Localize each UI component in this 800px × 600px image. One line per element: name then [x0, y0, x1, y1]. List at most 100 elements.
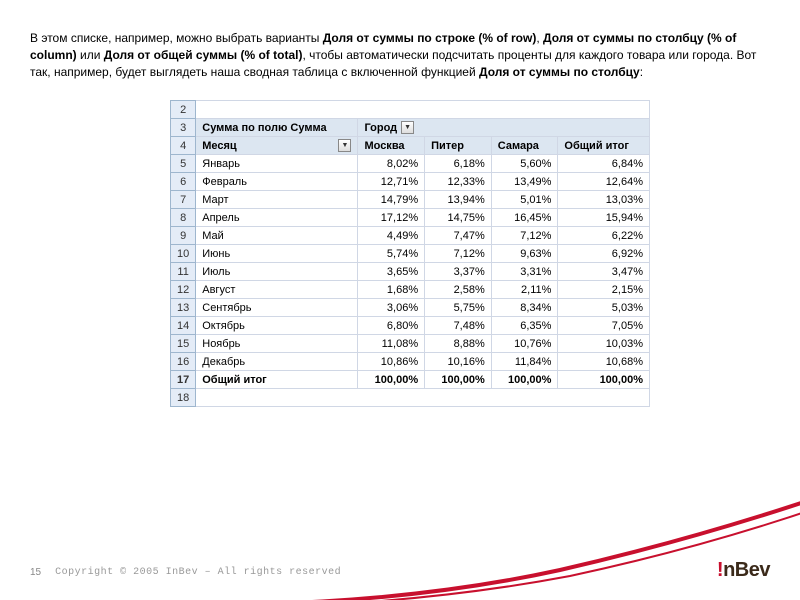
table-row: 18: [171, 389, 650, 407]
table-row: 15Ноябрь11,08%8,88%10,76%10,03%: [171, 335, 650, 353]
row-number: 17: [171, 371, 196, 389]
value-cell: 6,35%: [491, 317, 558, 335]
table-row: 3 Сумма по полю Сумма Город▼: [171, 119, 650, 137]
row-number: 12: [171, 281, 196, 299]
value-cell: 5,74%: [358, 245, 425, 263]
total-value: 100,00%: [491, 371, 558, 389]
value-cell: 7,12%: [425, 245, 492, 263]
table-row: 9Май4,49%7,47%7,12%6,22%: [171, 227, 650, 245]
empty-cell: [196, 101, 650, 119]
value-cell: 5,01%: [491, 191, 558, 209]
value-cell: 7,47%: [425, 227, 492, 245]
dropdown-icon[interactable]: ▼: [338, 139, 351, 152]
value-cell: 3,65%: [358, 263, 425, 281]
row-number: 8: [171, 209, 196, 227]
value-cell: 6,22%: [558, 227, 650, 245]
logo-n: n: [723, 559, 735, 581]
value-cell: 6,84%: [558, 155, 650, 173]
month-cell: Май: [196, 227, 358, 245]
intro-text: или: [77, 48, 104, 62]
value-cell: 3,06%: [358, 299, 425, 317]
page-number: 15: [30, 567, 41, 578]
value-cell: 13,94%: [425, 191, 492, 209]
value-cell: 7,12%: [491, 227, 558, 245]
dropdown-icon[interactable]: ▼: [401, 121, 414, 134]
month-cell: Июнь: [196, 245, 358, 263]
month-cell: Ноябрь: [196, 335, 358, 353]
value-cell: 10,16%: [425, 353, 492, 371]
month-cell: Июль: [196, 263, 358, 281]
row-number: 5: [171, 155, 196, 173]
value-cell: 10,68%: [558, 353, 650, 371]
row-number: 18: [171, 389, 196, 407]
total-value: 100,00%: [358, 371, 425, 389]
value-cell: 12,64%: [558, 173, 650, 191]
table-row: 10Июнь5,74%7,12%9,63%6,92%: [171, 245, 650, 263]
total-value: 100,00%: [558, 371, 650, 389]
value-cell: 10,03%: [558, 335, 650, 353]
value-cell: 5,60%: [491, 155, 558, 173]
intro-bold-1: Доля от суммы по строке (% of row): [323, 31, 537, 45]
value-cell: 9,63%: [491, 245, 558, 263]
value-cell: 5,75%: [425, 299, 492, 317]
col-header: Общий итог: [558, 137, 650, 155]
table-row: 4 Месяц▼ Москва Питер Самара Общий итог: [171, 137, 650, 155]
total-label: Общий итог: [196, 371, 358, 389]
value-cell: 3,47%: [558, 263, 650, 281]
value-cell: 12,71%: [358, 173, 425, 191]
copyright-text: Copyright © 2005 InBev – All rights rese…: [55, 567, 341, 578]
col-header: Москва: [358, 137, 425, 155]
table-row: 8Апрель17,12%14,75%16,45%15,94%: [171, 209, 650, 227]
row-number: 9: [171, 227, 196, 245]
value-cell: 8,02%: [358, 155, 425, 173]
value-cell: 6,80%: [358, 317, 425, 335]
month-cell: Август: [196, 281, 358, 299]
row-number: 4: [171, 137, 196, 155]
month-cell: Апрель: [196, 209, 358, 227]
value-cell: 12,33%: [425, 173, 492, 191]
footer: 15 Copyright © 2005 InBev – All rights r…: [30, 567, 341, 578]
empty-cell: [196, 389, 650, 407]
pivot-column-field[interactable]: Город ▼: [358, 119, 650, 137]
value-cell: 8,34%: [491, 299, 558, 317]
row-number: 15: [171, 335, 196, 353]
col-header: Самара: [491, 137, 558, 155]
value-cell: 13,49%: [491, 173, 558, 191]
column-field-label: Город: [364, 122, 397, 134]
month-cell: Октябрь: [196, 317, 358, 335]
month-cell: Сентябрь: [196, 299, 358, 317]
value-cell: 4,49%: [358, 227, 425, 245]
value-cell: 6,18%: [425, 155, 492, 173]
value-cell: 7,48%: [425, 317, 492, 335]
value-cell: 16,45%: [491, 209, 558, 227]
table-row: 6Февраль12,71%12,33%13,49%12,64%: [171, 173, 650, 191]
decorative-swoosh: [200, 490, 800, 600]
value-cell: 2,15%: [558, 281, 650, 299]
value-cell: 15,94%: [558, 209, 650, 227]
value-cell: 3,37%: [425, 263, 492, 281]
value-cell: 1,68%: [358, 281, 425, 299]
row-number: 13: [171, 299, 196, 317]
value-cell: 13,03%: [558, 191, 650, 209]
pivot-row-field[interactable]: Месяц▼: [196, 137, 358, 155]
value-cell: 14,79%: [358, 191, 425, 209]
intro-text: :: [640, 65, 643, 79]
row-number: 3: [171, 119, 196, 137]
intro-paragraph: В этом списке, например, можно выбрать в…: [30, 30, 770, 80]
value-cell: 2,11%: [491, 281, 558, 299]
table-row: 16Декабрь10,86%10,16%11,84%10,68%: [171, 353, 650, 371]
row-number: 11: [171, 263, 196, 281]
value-cell: 3,31%: [491, 263, 558, 281]
grand-total-row: 17 Общий итог 100,00% 100,00% 100,00% 10…: [171, 371, 650, 389]
value-cell: 11,84%: [491, 353, 558, 371]
intro-text: ,: [536, 31, 543, 45]
logo-rest: Bev: [735, 559, 770, 581]
intro-bold-3: Доля от общей суммы (% of total): [104, 48, 303, 62]
table-row: 13Сентябрь3,06%5,75%8,34%5,03%: [171, 299, 650, 317]
value-cell: 5,03%: [558, 299, 650, 317]
table-row: 2: [171, 101, 650, 119]
value-cell: 2,58%: [425, 281, 492, 299]
row-number: 14: [171, 317, 196, 335]
month-cell: Декабрь: [196, 353, 358, 371]
table-row: 11Июль3,65%3,37%3,31%3,47%: [171, 263, 650, 281]
